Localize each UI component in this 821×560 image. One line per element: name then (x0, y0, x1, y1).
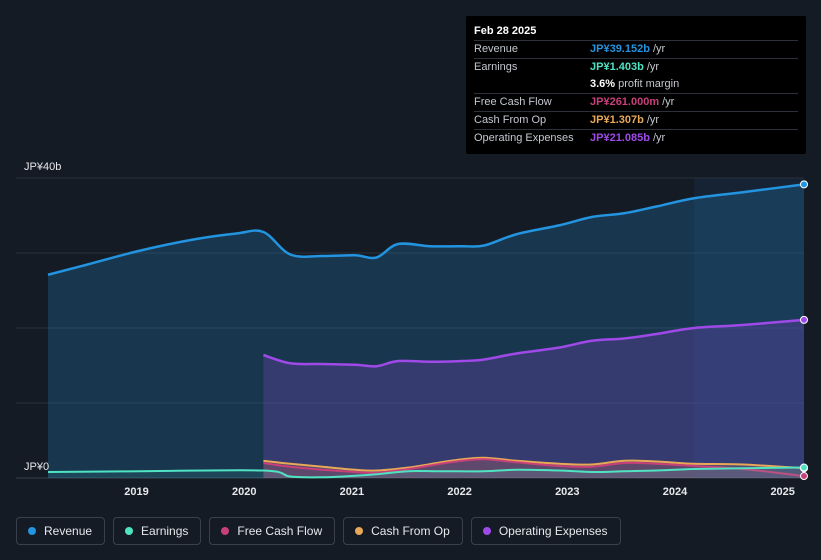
legend-label: Revenue (44, 524, 93, 538)
series-endpoints (800, 180, 808, 481)
tooltip-panel: Feb 28 2025 Revenue JP¥39.152b /yr Earni… (466, 16, 806, 154)
highlight-region (694, 178, 804, 478)
legend-label: Operating Expenses (498, 524, 608, 538)
revenue-dot-icon (28, 527, 36, 535)
revenue-line (47, 183, 805, 276)
cfo-line (263, 456, 805, 472)
opex-line (262, 318, 805, 368)
x-tick-label: 2024 (663, 486, 688, 498)
x-tick-label: 2019 (124, 486, 148, 498)
tooltip-row-fcf: Free Cash Flow JP¥261.000m /yr (474, 93, 798, 111)
opex-area (263, 319, 804, 478)
tooltip-unit: /yr (652, 132, 666, 144)
tooltip-row-opex: Operating Expenses JP¥21.085b /yr (474, 129, 798, 147)
grid-lines (16, 177, 804, 479)
tooltip-unit: /yr (662, 96, 675, 108)
tooltip-value-margin: 3.6% (590, 78, 616, 90)
tooltip-label: Revenue (474, 43, 519, 55)
x-tick-label: 2023 (555, 486, 579, 498)
cfo-dot-icon (355, 527, 364, 535)
earnings-dot-icon (125, 527, 134, 535)
earnings-endpoint (800, 463, 808, 472)
legend-item-earnings[interactable]: Earnings (113, 517, 202, 545)
tooltip-value-opex: JP¥21.085b (590, 132, 650, 144)
fcf-line (263, 458, 805, 478)
legend-item-revenue[interactable]: Revenue (16, 517, 106, 545)
tooltip-unit: profit margin (618, 78, 680, 90)
tooltip-value-earnings: JP¥1.403b (590, 61, 644, 73)
x-tick-label: 2022 (447, 486, 471, 498)
tooltip-unit: /yr (652, 43, 666, 55)
earnings-line (47, 466, 805, 479)
tooltip-row-earnings: Earnings JP¥1.403b /yr (474, 58, 798, 76)
legend-item-opex[interactable]: Operating Expenses (470, 517, 621, 545)
legend-label: Earnings (141, 524, 189, 538)
tooltip-label: Operating Expenses (474, 132, 574, 144)
tooltip-label: Free Cash Flow (474, 96, 552, 108)
series-layer (47, 183, 805, 479)
tooltip-date: Feb 28 2025 (474, 25, 537, 37)
legend-label: Free Cash Flow (237, 524, 323, 538)
tooltip-label: Cash From Op (474, 114, 547, 126)
y-tick-label: JP¥0 (24, 461, 49, 473)
y-axis-labels: JP¥40b JP¥0 (24, 161, 61, 473)
opex-endpoint (800, 315, 808, 324)
tooltip-row-revenue: Revenue JP¥39.152b /yr (474, 40, 798, 58)
tooltip-unit: /yr (646, 114, 660, 126)
y-tick-label: JP¥40b (24, 161, 61, 173)
legend: Revenue Earnings Free Cash Flow Cash Fro… (16, 517, 621, 545)
tooltip-value-revenue: JP¥39.152b (590, 43, 650, 55)
fcf-endpoint (800, 472, 808, 481)
revenue-area (48, 184, 804, 479)
legend-item-fcf[interactable]: Free Cash Flow (209, 517, 336, 545)
x-tick-label: 2021 (340, 486, 364, 498)
tooltip-row-cfo: Cash From Op JP¥1.307b /yr (474, 111, 798, 129)
tooltip-label-spacer (474, 76, 590, 93)
legend-label: Cash From Op (371, 524, 450, 538)
x-tick-label: 2025 (770, 486, 794, 498)
fcf-area (263, 459, 804, 478)
fcf-dot-icon (221, 527, 230, 535)
earnings-area (48, 467, 804, 478)
revenue-endpoint (800, 180, 808, 189)
legend-item-cfo[interactable]: Cash From Op (343, 517, 463, 545)
opex-dot-icon (482, 527, 491, 535)
tooltip-unit: /yr (646, 61, 660, 73)
x-tick-label: 2020 (232, 486, 256, 498)
tooltip-value-cfo: JP¥1.307b (590, 114, 644, 126)
tooltip-row-margin: 3.6% profit margin (474, 76, 798, 93)
tooltip-value-fcf: JP¥261.000m (590, 96, 660, 108)
tooltip-label: Earnings (474, 61, 518, 73)
x-axis-labels: 2019 2020 2021 2022 2023 2024 2025 (124, 486, 795, 498)
